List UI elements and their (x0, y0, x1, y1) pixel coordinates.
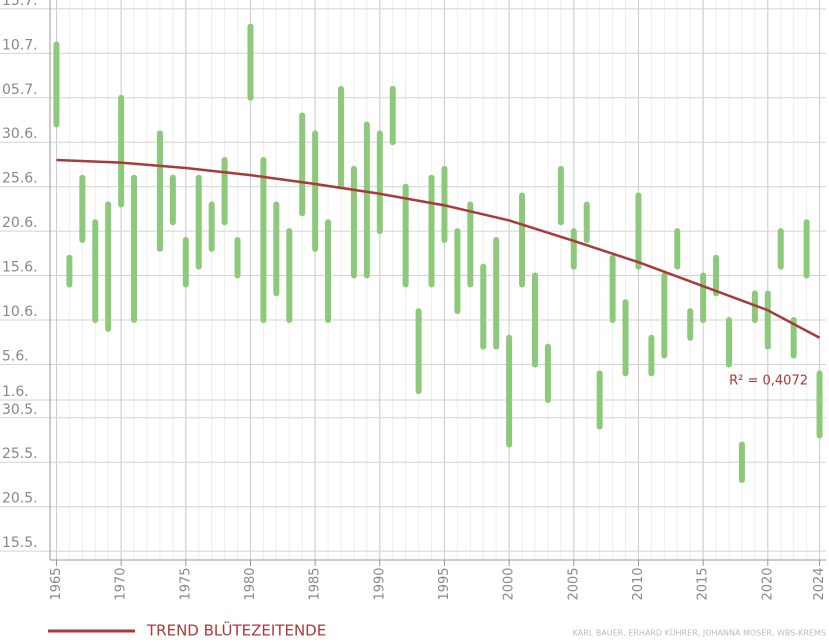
x-tick-label: 2020 (760, 567, 775, 600)
y-tick-label: 20.6. (2, 215, 38, 231)
trend-line (56, 158, 821, 339)
x-tick-label: 1980 (243, 567, 258, 600)
x-tick-label: 1990 (372, 567, 387, 600)
x-tick-label: 1985 (308, 567, 323, 600)
y-tick-label: 20.5. (2, 491, 38, 507)
y-tick-label: 10.6. (2, 304, 38, 320)
x-tick-label: 1995 (437, 567, 452, 600)
legend-label: TREND BLÜTEZEITENDE (146, 621, 326, 640)
x-tick-label: 2000 (502, 567, 517, 600)
y-tick-label: 30.5. (2, 402, 38, 418)
x-tick-label: 1970 (114, 567, 129, 600)
x-tick-label: 2010 (631, 567, 646, 600)
y-tick-label: 25.6. (2, 171, 38, 187)
annotation: R² = 0,4072 (729, 374, 808, 389)
x-tick-label: 1965 (49, 567, 64, 600)
x-tick-label: 2005 (566, 567, 581, 600)
y-tick-label: 15.7. (2, 0, 38, 9)
y-tick-label: 30.6. (2, 126, 38, 142)
credit: KARL BAUER, ERHARD KÜHRER, JOHANNA MOSER… (573, 628, 826, 638)
y-tick-label: 25.5. (2, 446, 38, 462)
y-tick-label: 15.6. (2, 260, 38, 276)
y-tick-label: 10.7. (2, 37, 38, 53)
y-tick-label: 1.6. (2, 384, 29, 400)
y-tick-label: 15.5. (2, 535, 38, 551)
y-tick-label: 5.6. (2, 348, 29, 364)
x-tick-label: 2015 (696, 567, 711, 600)
x-tick-label: 1975 (178, 567, 193, 600)
x-tick-label: 2024 (812, 567, 827, 600)
y-tick-label: 05.7. (2, 82, 38, 98)
